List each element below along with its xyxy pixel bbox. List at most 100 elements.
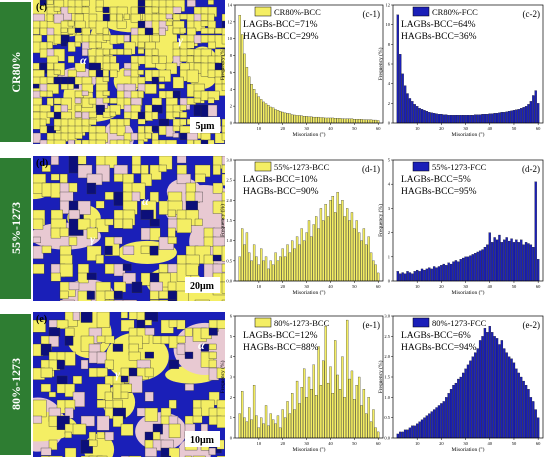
histogram-bar — [281, 409, 284, 439]
grain — [96, 431, 105, 439]
y-axis-title: Frequency (%) — [219, 47, 226, 80]
histogram-bar — [464, 256, 467, 282]
y-tick-label: 1.5 — [226, 218, 232, 223]
histogram-bar — [365, 413, 368, 439]
grain — [48, 335, 59, 347]
grain — [176, 218, 192, 234]
histogram-bar — [367, 236, 370, 282]
histogram-bar — [343, 397, 346, 439]
histogram-bar — [510, 110, 513, 124]
grain — [104, 218, 114, 226]
grain — [221, 27, 225, 38]
grain — [200, 13, 209, 21]
grain — [208, 447, 216, 456]
histogram-bar — [403, 429, 407, 439]
histogram-bar — [300, 228, 303, 282]
grain — [77, 156, 87, 165]
histogram-bar — [413, 104, 416, 124]
histogram-bar — [331, 393, 335, 439]
histogram-bar — [493, 336, 496, 439]
x-tick-label: 20 — [439, 284, 444, 289]
grain — [104, 431, 114, 441]
scale-bar-label: 20μm — [190, 281, 215, 292]
grain — [165, 125, 176, 137]
x-tick-label: 50 — [352, 441, 357, 446]
histogram-bar — [279, 427, 282, 439]
grain — [41, 245, 52, 254]
histogram-bar — [293, 248, 296, 282]
grain — [137, 41, 145, 48]
grain — [81, 125, 90, 133]
y-tick-label: 4 — [388, 81, 391, 86]
grain — [96, 335, 106, 343]
grain — [77, 272, 89, 284]
grain — [221, 281, 225, 294]
grain — [165, 20, 173, 27]
grain — [95, 6, 103, 12]
grain — [137, 69, 144, 75]
histogram-bar — [491, 332, 494, 439]
histogram-bar — [293, 114, 296, 124]
histogram-bar — [493, 113, 496, 124]
histogram-bar — [362, 119, 366, 124]
y-tick-label: 8 — [388, 42, 391, 47]
histogram-bar — [420, 419, 424, 439]
histogram-bar — [262, 101, 265, 124]
grain — [151, 48, 159, 56]
histogram-c-2: 10 20 30 40 50 60 0 2 4 6 8 10 12 Misoriation (°) Freq… — [377, 3, 544, 138]
grain — [123, 13, 130, 20]
grain — [72, 423, 87, 435]
histogram-bar — [319, 117, 323, 124]
histogram-bar — [532, 246, 535, 282]
histogram-bar — [343, 216, 346, 282]
grain — [221, 272, 225, 284]
histogram-bar — [522, 380, 525, 439]
grain — [102, 6, 110, 13]
histogram-bar — [452, 385, 455, 439]
grain — [59, 254, 73, 265]
histogram-bar — [435, 113, 438, 124]
grain — [86, 182, 97, 195]
grain — [221, 299, 225, 301]
y-axis-title: Frequency (%) — [377, 360, 384, 393]
histogram-bar — [469, 115, 472, 124]
grain — [113, 236, 123, 245]
histogram-bar — [474, 114, 477, 124]
grain — [88, 69, 97, 77]
histogram-bar — [413, 425, 416, 439]
grain — [168, 415, 179, 425]
grain — [53, 13, 64, 24]
histogram-bar — [281, 248, 284, 282]
histogram-bar — [341, 356, 344, 439]
histogram-bar — [406, 429, 409, 439]
y-tick-label: 6 — [230, 314, 233, 319]
grain — [179, 111, 187, 119]
grain — [207, 0, 214, 5]
grain — [221, 62, 225, 72]
histogram-bar — [346, 118, 349, 124]
grain — [122, 218, 133, 229]
histogram-bar — [369, 421, 373, 439]
histogram-e-2: 10 20 30 40 50 600.00.51.01.52.02.53.0Misoria… — [377, 314, 544, 453]
subpanel-label: (e-1) — [363, 320, 381, 330]
grain — [40, 367, 53, 378]
legend-label: 55%-1273-BCC — [274, 162, 330, 172]
histogram-bar — [248, 76, 251, 124]
histogram-bar — [411, 425, 414, 439]
grain — [72, 391, 85, 407]
histogram-bar — [338, 389, 342, 439]
grain — [46, 97, 54, 107]
histogram-bar — [476, 348, 479, 439]
x-tick-label: 40 — [328, 284, 333, 289]
grain — [122, 299, 138, 301]
grain — [86, 290, 95, 300]
grain — [88, 20, 97, 29]
grain — [53, 48, 65, 62]
x-axis-title: Misoriation (°) — [293, 446, 326, 453]
grain — [137, 20, 146, 29]
histogram-bar — [243, 417, 246, 439]
x-tick-label: 20 — [439, 126, 444, 131]
grain — [122, 173, 135, 185]
y-tick-label: 12 — [228, 19, 233, 24]
histogram-bar — [336, 374, 339, 439]
